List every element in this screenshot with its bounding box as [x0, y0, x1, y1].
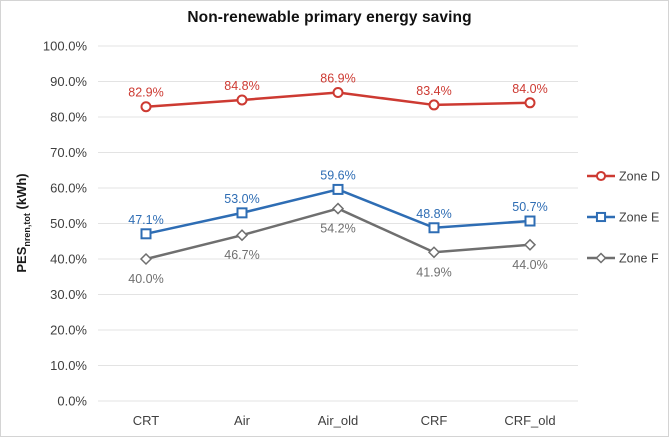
data-label: 84.0% [512, 82, 547, 96]
x-category-label: Air [234, 413, 251, 428]
diamond-marker [427, 246, 441, 259]
y-axis-title-unit: (kWh) [14, 173, 30, 214]
y-axis-tick-labels: 0.0% 10.0% 20.0% 30.0% 40.0% 50.0% 60.0% 70.0% 8… [43, 39, 88, 409]
chart-title: Non-renewable primary energy saving [187, 9, 472, 26]
data-label: 86.9% [320, 72, 355, 86]
data-label: 59.6% [320, 168, 355, 182]
y-tick-label: 100.0% [43, 39, 88, 54]
legend-label: Zone E [619, 211, 659, 225]
legend: Zone D Zone E Zone F [587, 170, 660, 266]
circle-marker [332, 87, 344, 99]
y-tick-label: 80.0% [50, 110, 87, 125]
legend-item-zone-d: Zone D [587, 170, 660, 184]
data-label: 82.9% [128, 86, 163, 100]
data-label: 54.2% [320, 222, 355, 236]
diamond-marker [235, 229, 249, 242]
y-tick-label: 10.0% [50, 358, 87, 373]
x-axis-category-labels: CRT Air Air_old CRF CRF_old [133, 413, 556, 428]
data-label: 48.8% [416, 207, 451, 221]
diamond-marker [331, 202, 345, 215]
square-marker [428, 222, 440, 234]
circle-marker [595, 170, 607, 182]
square-marker [524, 215, 536, 227]
diamond-marker [523, 238, 537, 251]
y-tick-label: 30.0% [50, 287, 87, 302]
data-label: 41.9% [416, 265, 451, 279]
data-label: 83.4% [416, 84, 451, 98]
legend-label: Zone D [619, 170, 660, 184]
gridlines [98, 45, 578, 402]
legend-item-zone-e: Zone E [587, 211, 659, 225]
x-category-label: CRF [421, 413, 448, 428]
data-label: 47.1% [128, 213, 163, 227]
data-label: 50.7% [512, 200, 547, 214]
data-label: 84.8% [224, 79, 259, 93]
y-axis-title-subscript: nren,tot [21, 213, 32, 247]
circle-marker [140, 101, 152, 113]
diamond-marker [595, 252, 607, 264]
circle-marker [428, 99, 440, 111]
x-category-label: Air_old [318, 413, 358, 428]
data-label: 53.0% [224, 192, 259, 206]
y-tick-label: 90.0% [50, 74, 87, 89]
square-marker [332, 183, 344, 195]
y-tick-label: 50.0% [50, 216, 87, 231]
circle-marker [236, 94, 248, 106]
square-marker [595, 211, 607, 223]
y-tick-label: 40.0% [50, 252, 87, 267]
data-label: 46.7% [224, 248, 259, 262]
circle-marker [524, 97, 536, 109]
square-marker [236, 207, 248, 219]
y-tick-label: 70.0% [50, 145, 87, 160]
x-category-label: CRT [133, 413, 160, 428]
y-tick-label: 0.0% [57, 394, 87, 409]
legend-item-zone-f: Zone F [587, 252, 659, 266]
y-tick-label: 20.0% [50, 323, 87, 338]
y-axis-title: PESnren,tot (kWh) [14, 173, 32, 272]
data-label: 40.0% [128, 272, 163, 286]
data-labels: 82.9% 84.8% 86.9% 83.4% 84.0% 47.1% 53.0% 59.6%… [128, 72, 547, 286]
diamond-marker [139, 252, 153, 266]
square-marker [140, 228, 152, 240]
data-label: 44.0% [512, 258, 547, 272]
data-series [139, 87, 537, 266]
x-category-label: CRF_old [504, 413, 555, 428]
y-axis-title-main: PES [14, 246, 30, 273]
y-tick-label: 60.0% [50, 181, 87, 196]
legend-label: Zone F [619, 252, 659, 266]
